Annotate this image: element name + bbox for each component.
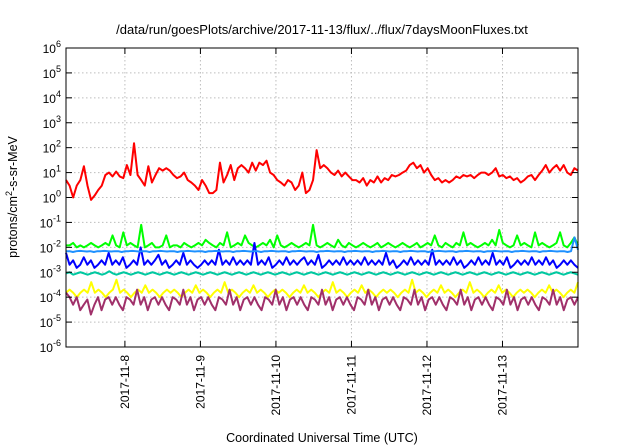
y-tick-exponent: -5 [53, 313, 61, 323]
y-tick-label: 103 [43, 114, 61, 131]
y-tick-exponent: 4 [56, 89, 61, 99]
series-line-4 [66, 236, 579, 253]
y-axis-label-sup: 2 [4, 191, 14, 196]
y-tick-label: 104 [43, 89, 61, 106]
y-axis-label-suffix: -s-sr-MeV [6, 135, 20, 191]
y-tick-exponent: -2 [53, 238, 61, 248]
y-tick-base: 10 [43, 142, 57, 156]
y-tick-label: 101 [43, 164, 61, 181]
y-tick-exponent: -6 [53, 338, 61, 348]
y-tick-exponent: -3 [53, 263, 61, 273]
y-tick-label: 10-2 [40, 238, 61, 255]
x-tick-label: 2017-11-13 [495, 355, 509, 416]
y-tick-label: 106 [43, 39, 61, 56]
x-tick-label: 2017-11-12 [420, 355, 434, 416]
series-line-3 [65, 241, 579, 269]
series-line-5 [65, 270, 579, 276]
y-tick-base: 10 [43, 192, 57, 206]
y-tick-exponent: 2 [56, 139, 61, 149]
series-lines [65, 142, 579, 316]
y-tick-label: 10-6 [40, 338, 61, 355]
y-tick-base: 10 [43, 92, 57, 106]
y-tick-label: 10-4 [40, 288, 61, 305]
y-tick-base: 10 [40, 216, 54, 230]
chart-title: /data/run/goesPlots/archive/2017-11-13/f… [116, 22, 528, 37]
y-tick-base: 10 [43, 67, 57, 81]
series-line-7 [65, 288, 579, 316]
x-tick-label: 2017-11-11 [344, 355, 358, 415]
x-tick-label: 2017-11-9 [193, 355, 207, 409]
y-tick-exponent: 3 [56, 114, 61, 124]
x-axis-label: Coordinated Universal Time (UTC) [226, 431, 418, 445]
y-tick-base: 10 [43, 167, 57, 181]
y-tick-label: 102 [43, 139, 61, 156]
y-tick-exponent: 6 [56, 39, 61, 49]
y-tick-base: 10 [43, 42, 57, 56]
y-tick-label: 105 [43, 64, 61, 81]
y-tick-label: 100 [43, 189, 61, 206]
x-tick-label: 2017-11-8 [118, 355, 132, 409]
x-tick-label: 2017-11-10 [269, 355, 283, 416]
series-line-1 [65, 142, 579, 201]
y-tick-base: 10 [40, 266, 54, 280]
y-tick-label: 10-1 [40, 213, 61, 230]
y-tick-label: 10-5 [40, 313, 61, 330]
y-axis-label-prefix: protons/cm [6, 196, 20, 258]
y-tick-base: 10 [40, 316, 54, 330]
y-tick-base: 10 [40, 241, 54, 255]
y-tick-exponent: 0 [56, 189, 61, 199]
y-axis-label: protons/cm2-s-sr-MeV [4, 135, 20, 257]
y-tick-exponent: -1 [53, 213, 61, 223]
y-tick-exponent: 5 [56, 64, 61, 74]
y-tick-exponent: 1 [56, 164, 61, 174]
y-tick-base: 10 [40, 341, 54, 355]
axis-ticks: 10-610-510-410-310-210-11001011021031041… [40, 39, 578, 416]
y-tick-exponent: -4 [53, 288, 61, 298]
y-tick-base: 10 [43, 117, 57, 131]
y-tick-label: 10-3 [40, 263, 61, 280]
y-tick-base: 10 [40, 291, 54, 305]
series-line-2 [66, 223, 579, 249]
series-line-6 [65, 278, 579, 299]
